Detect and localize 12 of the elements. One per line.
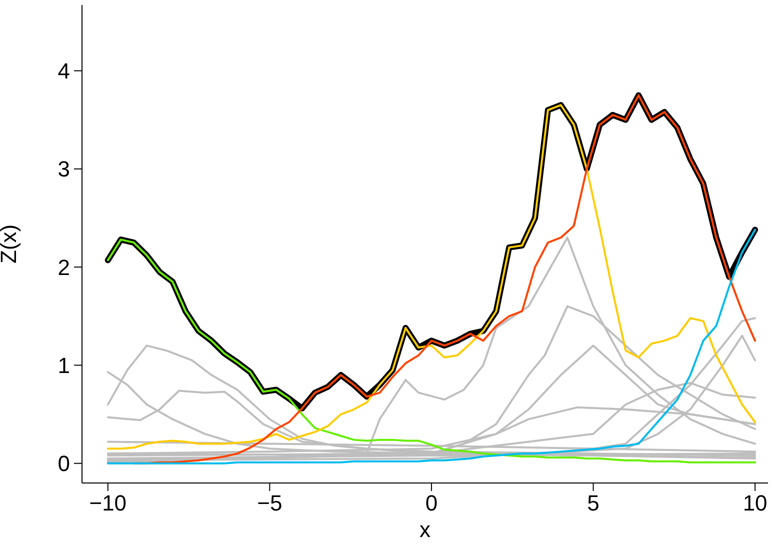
- y-tick-label: 2: [58, 254, 70, 280]
- y-tick-label: 4: [58, 58, 70, 84]
- x-axis-title: x: [420, 517, 430, 542]
- x-tick-label: 5: [587, 490, 600, 516]
- x-tick-label: −10: [89, 490, 127, 516]
- x-tick-label: 10: [742, 490, 768, 516]
- y-axis-title: Z(x): [0, 224, 21, 264]
- x-tick-label: −5: [257, 490, 282, 516]
- y-tick-label: 1: [58, 353, 70, 378]
- y-tick-label: 0: [58, 451, 70, 476]
- x-tick-label: 0: [425, 490, 438, 516]
- y-tick-label: 3: [58, 156, 70, 182]
